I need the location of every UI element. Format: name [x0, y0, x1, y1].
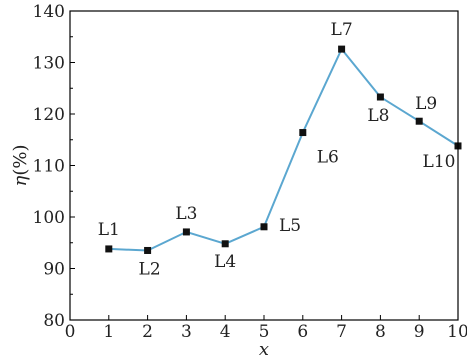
x-axis-label: x: [259, 339, 269, 360]
x-tick-label: 1: [103, 322, 114, 342]
x-tick-label: 2: [142, 322, 153, 342]
series-line: [108, 47, 459, 252]
point-label-l8: L8: [367, 106, 389, 126]
point-label-l4: L4: [214, 252, 236, 272]
y-axis-ticks: 80 90 100 110 120 130 140: [33, 2, 75, 331]
y-axis-label-symbol: η: [10, 175, 31, 186]
point-labels: L1 L2 L3 L4 L5 L6 L7 L8 L9 L10: [98, 20, 456, 279]
point-label-l3: L3: [175, 204, 197, 224]
y-tick-label: 90: [43, 260, 65, 280]
data-point-l6: [299, 129, 307, 137]
y-axis-label: η(%): [10, 145, 31, 187]
data-point-l3: [182, 228, 190, 236]
data-point-l1: [105, 245, 113, 253]
plot-frame: [69, 10, 459, 321]
point-label-l7: L7: [331, 20, 353, 40]
y-tick-label: 120: [33, 105, 65, 125]
x-tick-label: 10: [447, 322, 467, 342]
point-label-l10: L10: [423, 152, 456, 172]
y-axis-label-unit: (%): [10, 145, 31, 176]
point-label-l9: L9: [415, 94, 437, 114]
y-tick-label: 80: [43, 311, 65, 331]
data-point-l7: [338, 45, 346, 53]
data-point-l4: [221, 240, 229, 248]
point-label-l6: L6: [317, 148, 339, 168]
x-tick-label: 4: [220, 322, 231, 342]
x-tick-label: 8: [375, 322, 386, 342]
y-tick-label: 130: [33, 54, 65, 74]
x-tick-label: 9: [414, 322, 425, 342]
y-tick-label: 110: [33, 157, 65, 177]
x-tick-label: 0: [65, 322, 76, 342]
x-axis-ticks: 0 1 2 3 4 5 6 7 8 9 10: [65, 315, 467, 342]
data-point-l2: [144, 246, 152, 254]
x-tick-label: 3: [181, 322, 192, 342]
x-tick-label: 7: [336, 322, 347, 342]
y-tick-label: 100: [33, 208, 65, 228]
point-label-l1: L1: [98, 220, 120, 240]
y-tick-label: 140: [33, 2, 65, 22]
data-point-l5: [260, 223, 268, 231]
data-point-l8: [376, 93, 384, 101]
data-point-l9: [415, 117, 423, 125]
point-label-l2: L2: [139, 259, 161, 279]
x-tick-label: 5: [259, 322, 270, 342]
x-tick-label: 6: [297, 322, 308, 342]
point-label-l5: L5: [279, 216, 301, 236]
